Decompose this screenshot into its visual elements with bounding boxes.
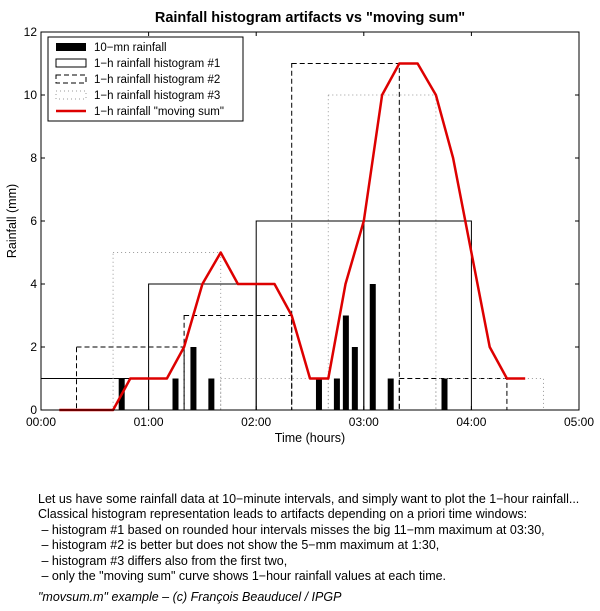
legend-swatch-hist1 (55, 58, 87, 68)
legend-label-hist1: 1−h rainfall histogram #1 (94, 58, 220, 70)
x-tick-label: 00:00 (26, 415, 56, 429)
legend-swatch-hist2 (55, 74, 87, 84)
rain-10min-bar (351, 347, 358, 410)
chart-title: Rainfall histogram artifacts vs "moving … (155, 10, 465, 26)
x-axis-label: Time (hours) (275, 431, 345, 445)
rain-10min-bar (315, 378, 322, 410)
rain-10min-bar (342, 315, 349, 410)
x-tick-label: 01:00 (134, 415, 164, 429)
legend-swatch-10min (56, 43, 86, 51)
hist2-bin (398, 378, 508, 411)
y-tick-label: 2 (30, 340, 37, 354)
caption-line: Let us have some rainfall data at 10−min… (38, 492, 580, 506)
y-tick-label: 12 (24, 25, 38, 39)
chart-legend: 10−mn rainfall 1−h rainfall histogram #1… (47, 36, 244, 122)
x-tick-label: 05:00 (564, 415, 594, 429)
legend-label-10min: 10−mn rainfall (94, 42, 167, 54)
rainfall-chart: Rainfall histogram artifacts vs "moving … (5, 10, 594, 445)
hist1-bin (40, 378, 150, 411)
caption-line: – only the "moving sum" curve shows 1−ho… (38, 569, 447, 584)
hist3-bin (220, 378, 329, 411)
caption-line: – histogram #2 is better but does not sh… (38, 538, 440, 553)
rain-10min-bar (190, 347, 197, 410)
rain-10min-bar (441, 378, 448, 410)
caption-line: – histogram #1 based on rounded hour int… (38, 522, 545, 537)
hist3-bin (435, 378, 544, 411)
moving-sum-line (59, 62, 526, 412)
rain-10min-bar (387, 378, 394, 410)
rain-10min-bar (172, 378, 179, 410)
y-tick-label: 10 (24, 88, 38, 102)
rain-10min-bar (333, 378, 340, 410)
caption: Let us have some rainfall data at 10−min… (38, 492, 598, 584)
x-tick-label: 03:00 (349, 415, 379, 429)
hist2-bin (183, 315, 293, 411)
rain-10min-bar (208, 378, 215, 410)
legend-label-hist2: 1−h rainfall histogram #2 (94, 74, 220, 86)
y-tick-label: 4 (30, 277, 37, 291)
caption-line: – histogram #3 differs also from the fir… (38, 553, 288, 568)
caption-line: Classical histogram representation leads… (38, 507, 528, 522)
y-tick-label: 0 (30, 403, 37, 417)
x-tick-label: 04:00 (456, 415, 486, 429)
credit-footer: "movsum.m" example – (c) François Beaudu… (38, 590, 342, 604)
y-axis-label: Rainfall (mm) (5, 184, 19, 258)
x-tick-label: 02:00 (241, 415, 271, 429)
legend-label-movsum: 1−h rainfall "moving sum" (94, 106, 224, 118)
rain-10min-bar (369, 284, 376, 410)
legend-label-hist3: 1−h rainfall histogram #3 (94, 90, 220, 102)
hist1-bin (363, 220, 472, 411)
hist3-bin (112, 252, 222, 411)
y-tick-label: 8 (30, 151, 37, 165)
y-tick-label: 6 (30, 214, 37, 228)
legend-swatch-hist3 (55, 90, 87, 100)
